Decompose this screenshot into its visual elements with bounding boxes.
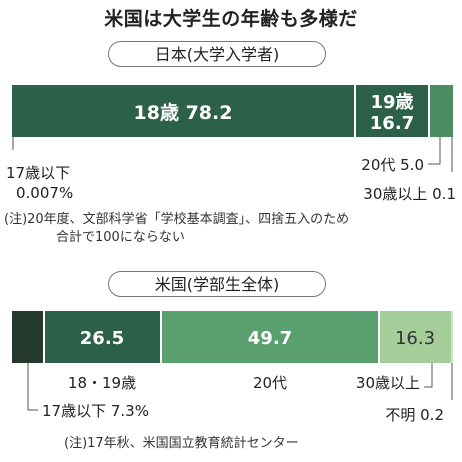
jp-note-line1: (注)20年度、文部科学省「学校基本調査」、四捨五入のため	[4, 211, 349, 227]
jp-label-17-value: 0.007%	[16, 184, 73, 202]
us-leader-30plus	[424, 363, 433, 388]
jp-bar-18	[12, 85, 354, 137]
us-label-unknown: 不明 0.2	[385, 406, 444, 424]
jp-label-19-value: 16.7	[370, 113, 414, 134]
japan-section-title: 日本(大学入学者)	[108, 41, 326, 67]
us-bar-1819	[45, 311, 160, 363]
jp-label-20s: 20代 5.0	[361, 156, 424, 174]
us-label-1819: 18・19歳	[68, 374, 136, 392]
us-value-1819: 26.5	[80, 328, 124, 349]
us-value-20s: 49.7	[248, 328, 292, 349]
chart-title: 米国は大学生の年齢も多様だ	[104, 8, 358, 30]
us-value-30plus: 16.3	[395, 328, 435, 349]
jp-bar-30plus	[451, 85, 453, 137]
us-bar-17	[12, 311, 43, 363]
jp-bar-19	[356, 85, 428, 137]
us-bar-unknown	[451, 311, 453, 363]
jp-note-line2: 合計で100にならない	[56, 229, 185, 245]
us-bar: 26.5 49.7 16.3	[12, 311, 453, 363]
us-bar-20s	[162, 311, 378, 363]
jp-bar-20s	[430, 85, 451, 137]
jp-label-17-name: 17歳以下	[6, 164, 70, 182]
us-label-30plus: 30歳以上	[356, 374, 420, 392]
jp-label-19-name: 19歳	[370, 92, 413, 113]
jp-label-18: 18歳 78.2	[134, 102, 233, 124]
us-section-title: 米国(学部生全体)	[108, 271, 326, 297]
us-bar-30plus	[380, 311, 451, 363]
jp-leader-20s	[428, 137, 441, 165]
jp-label-30plus: 30歳以上 0.1	[363, 185, 456, 203]
japan-bar: 18歳 78.2 19歳 16.7	[12, 85, 453, 137]
us-leader-17	[27, 363, 38, 411]
us-label-17: 17歳以下 7.3%	[42, 402, 149, 420]
us-label-20s: 20代	[253, 374, 287, 392]
us-note: (注)17年秋、米国国立教育統計センター	[64, 435, 299, 451]
